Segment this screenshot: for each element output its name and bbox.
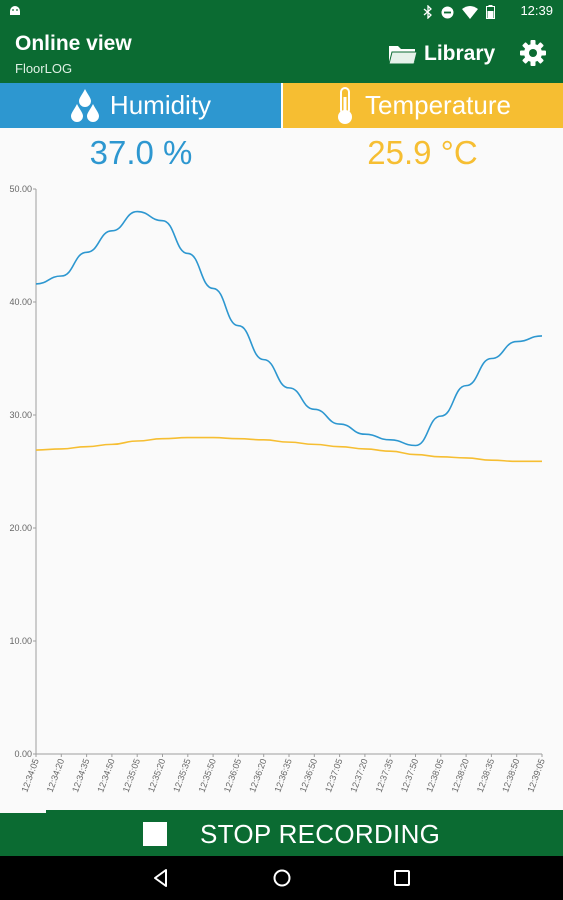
thermometer-icon <box>338 86 353 124</box>
stop-recording-button[interactable]: STOP RECORDING <box>0 810 563 856</box>
tab-divider <box>281 83 283 128</box>
library-button[interactable]: Library <box>388 38 495 70</box>
battery-icon <box>486 5 495 19</box>
x-tick-label: 12:35:05 <box>121 757 142 793</box>
x-tick-label: 12:39:05 <box>525 757 546 793</box>
y-tick-label: 20.00 <box>9 523 32 533</box>
water-drops-icon <box>70 88 99 122</box>
do-not-disturb-icon <box>441 6 454 18</box>
y-tick-label: 40.00 <box>9 297 32 307</box>
x-tick-label: 12:34:50 <box>95 757 116 793</box>
android-icon <box>10 6 20 15</box>
x-tick-label: 12:36:50 <box>298 757 319 793</box>
temperature-line <box>35 436 542 463</box>
recents-icon[interactable] <box>391 867 413 889</box>
y-tick-label: 10.00 <box>9 636 32 646</box>
status-icons <box>423 4 495 20</box>
page-subtitle: FloorLOG <box>15 61 73 76</box>
status-time: 12:39 <box>520 3 553 18</box>
x-tick-label: 12:37:20 <box>348 757 369 793</box>
temperature-reading: 25.9 °C <box>367 134 478 171</box>
x-tick-label: 12:38:35 <box>475 757 496 793</box>
x-tick-label: 12:37:50 <box>399 757 420 793</box>
tab-humidity[interactable]: Humidity <box>0 83 281 128</box>
y-tick-label: 30.00 <box>9 410 32 420</box>
tab-humidity-label: Humidity <box>109 90 212 120</box>
library-label: Library <box>424 42 496 65</box>
x-tick-label: 12:34:05 <box>19 757 40 793</box>
wifi-icon <box>462 5 478 19</box>
x-tick-label: 12:37:35 <box>374 757 395 793</box>
stop-recording-label: STOP RECORDING <box>200 819 441 849</box>
x-tick-label: 12:34:20 <box>45 757 66 793</box>
humidity-reading: 37.0 % <box>89 134 193 171</box>
sensor-tabs: Humidity Temperature <box>0 83 563 128</box>
x-tick-label: 12:35:35 <box>171 757 192 793</box>
stop-icon <box>143 822 167 846</box>
bluetooth-icon <box>423 5 432 19</box>
tab-temperature[interactable]: Temperature <box>283 83 563 128</box>
x-tick-label: 12:38:05 <box>424 757 445 793</box>
x-tick-label: 12:35:50 <box>197 757 218 793</box>
page-title: Online view <box>15 32 132 55</box>
x-tick-label: 12:38:20 <box>450 757 471 793</box>
x-tick-label: 12:38:50 <box>500 757 521 793</box>
home-icon[interactable] <box>271 867 293 889</box>
x-tick-label: 12:36:05 <box>222 757 243 793</box>
app-bar: Online view FloorLOG Library <box>0 24 563 83</box>
back-icon[interactable] <box>150 867 172 889</box>
recording-progress <box>0 810 46 813</box>
x-tick-label: 12:36:20 <box>247 757 268 793</box>
y-tick-label: 50.00 <box>9 184 32 194</box>
y-tick-label: 0.00 <box>14 749 32 759</box>
gear-icon[interactable] <box>518 38 548 68</box>
folder-icon <box>388 46 418 65</box>
x-tick-label: 12:37:05 <box>323 757 344 793</box>
x-tick-label: 12:34:35 <box>70 757 91 793</box>
tab-temperature-label: Temperature <box>365 90 511 120</box>
x-tick-label: 12:35:20 <box>146 757 167 793</box>
humidity-line <box>35 210 543 447</box>
status-bar: 12:39 <box>0 0 563 24</box>
navigation-bar <box>0 856 563 900</box>
x-tick-label: 12:36:35 <box>272 757 293 793</box>
